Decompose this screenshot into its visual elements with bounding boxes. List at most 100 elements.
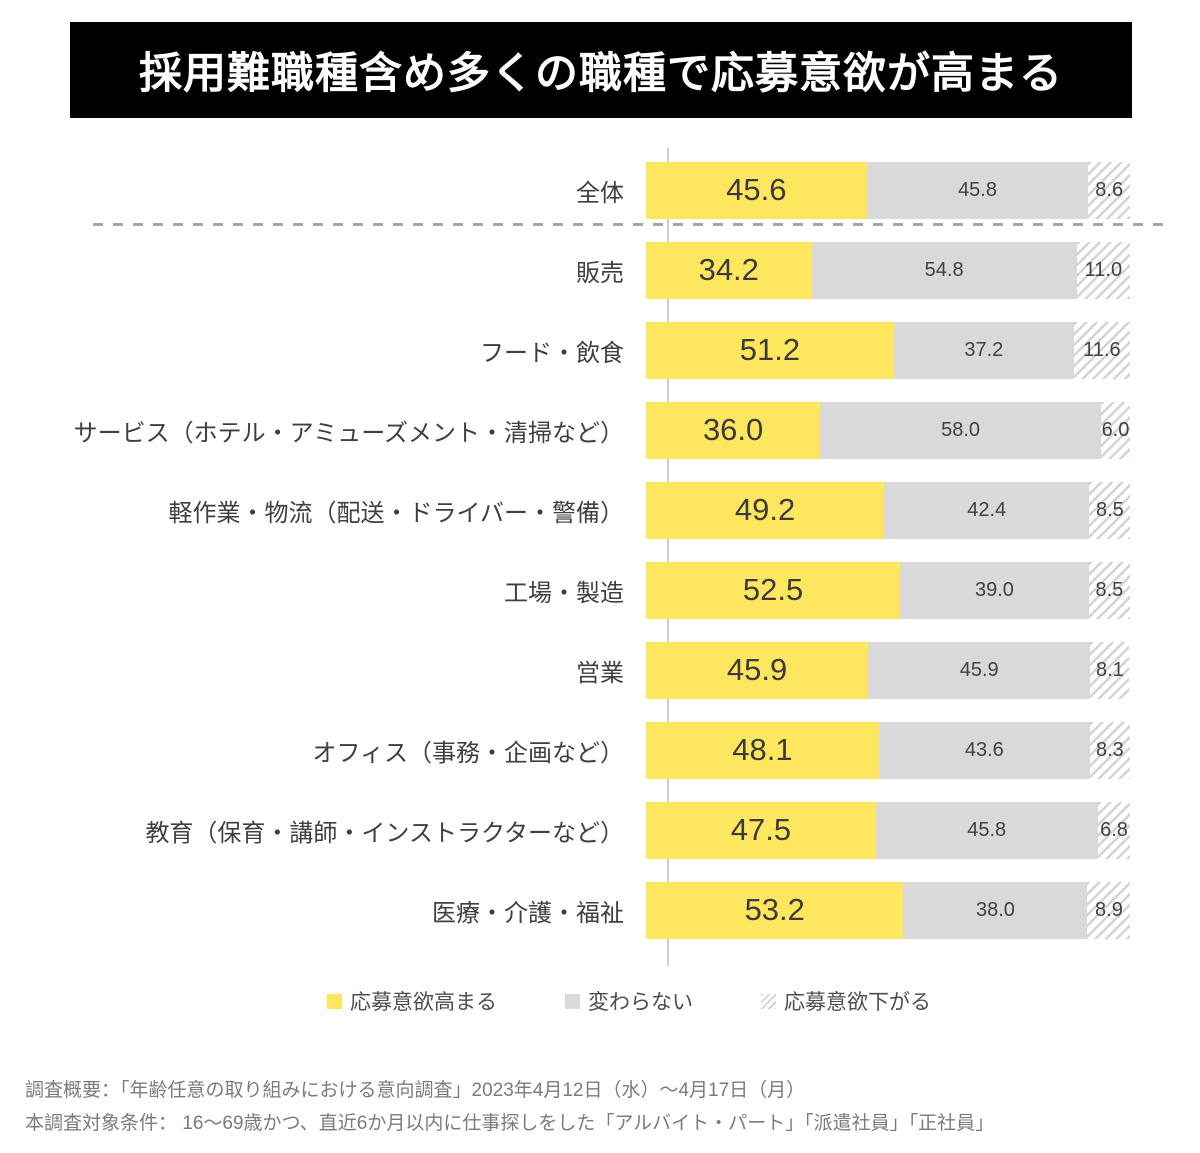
value-label: 48.1 [732, 732, 793, 767]
chart-legend: 応募意欲高まる 変わらない 応募意欲下がる [0, 986, 1200, 1016]
stacked-bar: 47.5 45.8 6.8 [646, 801, 1131, 859]
axis-baseline [667, 148, 669, 966]
bar-segment-increase: 52.5 [646, 561, 901, 619]
chart-row: オフィス（事務・企画など） 48.1 43.6 8.3 [0, 710, 1200, 790]
value-label: 42.4 [967, 498, 1007, 521]
value-label: 11.6 [1083, 338, 1121, 361]
value-label: 8.5 [1095, 578, 1124, 601]
bar-segment-decrease: 8.6 [1088, 161, 1130, 219]
stacked-bar: 36.0 58.0 6.0 [646, 401, 1130, 459]
survey-target-note: 本調査対象条件： 16〜69歳かつ、直近6か月以内に仕事探しをした「アルバイト・… [25, 1113, 995, 1134]
stacked-bar: 48.1 43.6 8.3 [646, 721, 1130, 779]
page-title: 採用難職種含め多くの職種で応募意欲が高まる [139, 50, 1063, 98]
value-label: 45.9 [726, 652, 788, 687]
bar-segment-increase: 48.1 [646, 721, 879, 779]
bar-segment-decrease: 8.5 [1089, 481, 1131, 539]
stacked-bar: 34.2 54.8 11.0 [646, 241, 1130, 299]
bar-segment-unchanged: 54.8 [811, 241, 1077, 299]
value-label: 11.0 [1084, 258, 1123, 281]
value-label: 37.2 [964, 338, 1004, 361]
value-label: 8.9 [1095, 898, 1123, 921]
legend-item: 応募意欲高まる [327, 986, 497, 1016]
bar-segment-increase: 36.0 [646, 401, 821, 459]
bar-segment-unchanged: 45.9 [868, 641, 1091, 699]
chart-row: 軽作業・物流（配送・ドライバー・警備） 49.2 42.4 8.5 [0, 470, 1200, 550]
value-label: 8.5 [1095, 498, 1124, 521]
category-label: 軽作業・物流（配送・ドライバー・警備） [168, 499, 624, 527]
bar-segment-decrease: 8.3 [1089, 721, 1130, 779]
value-label: 8.1 [1095, 658, 1124, 681]
bar-segment-decrease: 8.9 [1087, 881, 1131, 939]
chart-row: サービス（ホテル・アミューズメント・清掃など） 36.0 58.0 6.0 [0, 390, 1200, 470]
legend-swatch-increase-icon [327, 993, 342, 1009]
legend-item: 応募意欲下がる [761, 986, 931, 1016]
survey-footnotes: 調査概要：「年齢任意の取り組みにおける意向調査」2023年4月12日（水）〜4月… [25, 1074, 1185, 1140]
chart-row: 営業 45.9 45.9 8.1 [0, 630, 1200, 710]
stacked-bar: 45.9 45.9 8.1 [646, 641, 1130, 699]
chart-rows: 全体 45.6 45.8 8.6 販売 34.2 54.8 11.0 フード・飲食 51.2 37.… [0, 150, 1200, 950]
value-label: 54.8 [924, 258, 964, 281]
value-label: 47.5 [730, 812, 792, 847]
value-label: 6.8 [1100, 818, 1128, 841]
category-label: サービス（ホテル・アミューズメント・清掃など） [73, 419, 624, 447]
chart-row: 全体 45.6 45.8 8.6 [0, 150, 1200, 230]
value-label: 45.8 [958, 178, 997, 201]
bar-segment-decrease: 8.5 [1088, 561, 1130, 619]
bar-segment-decrease: 6.0 [1100, 401, 1130, 459]
stacked-bar: 51.2 37.2 11.6 [646, 321, 1130, 379]
category-label: 医療・介護・福祉 [432, 899, 624, 927]
category-label: 営業 [576, 659, 624, 687]
bar-segment-increase: 53.2 [646, 881, 904, 939]
value-label: 58.0 [941, 418, 981, 441]
bar-segment-increase: 51.2 [646, 321, 894, 379]
chart-row: 工場・製造 52.5 39.0 8.5 [0, 550, 1200, 630]
stacked-bar: 53.2 38.0 8.9 [646, 881, 1131, 939]
legend-label: 変わらない [588, 991, 693, 1014]
value-label: 34.2 [698, 252, 759, 287]
bar-segment-increase: 47.5 [646, 801, 876, 859]
value-label: 45.6 [726, 172, 787, 207]
overall-separator-dashed-line [93, 223, 1168, 226]
bar-segment-unchanged: 45.8 [875, 801, 1098, 859]
category-label: 教育（保育・講師・インストラクターなど） [145, 819, 624, 847]
category-label: 全体 [576, 179, 624, 207]
bar-segment-increase: 45.9 [646, 641, 869, 699]
bar-segment-increase: 49.2 [646, 481, 885, 539]
legend-label: 応募意欲高まる [350, 991, 497, 1014]
bar-segment-decrease: 8.1 [1090, 641, 1130, 699]
value-label: 43.6 [964, 738, 1004, 761]
value-label: 8.6 [1095, 178, 1124, 201]
value-label: 36.0 [702, 412, 764, 447]
chart-row: 教育（保育・講師・インストラクターなど） 47.5 45.8 6.8 [0, 790, 1200, 870]
value-label: 45.9 [959, 658, 999, 681]
category-label: オフィス（事務・企画など） [312, 739, 624, 767]
bar-segment-increase: 45.6 [646, 161, 867, 219]
bar-segment-unchanged: 38.0 [903, 881, 1088, 939]
value-label: 52.5 [742, 572, 804, 607]
stacked-bar-chart: 全体 45.6 45.8 8.6 販売 34.2 54.8 11.0 フード・飲食 51.2 37.… [0, 150, 1200, 950]
bar-segment-unchanged: 45.8 [866, 161, 1089, 219]
legend-swatch-decrease-icon [761, 993, 776, 1009]
value-label: 49.2 [734, 492, 796, 527]
chart-row: フード・飲食 51.2 37.2 11.6 [0, 310, 1200, 390]
legend-swatch-unchanged-icon [565, 993, 580, 1009]
value-label: 45.8 [967, 818, 1007, 841]
legend-label: 応募意欲下がる [784, 991, 931, 1014]
value-label: 38.0 [975, 898, 1015, 921]
bar-segment-decrease: 6.8 [1097, 801, 1131, 859]
stacked-bar: 49.2 42.4 8.5 [646, 481, 1131, 539]
stacked-bar: 52.5 39.0 8.5 [646, 561, 1130, 619]
survey-overview-note: 調査概要：「年齢任意の取り組みにおける意向調査」2023年4月12日（水）〜4月… [25, 1080, 806, 1101]
value-label: 6.0 [1101, 418, 1130, 441]
value-label: 39.0 [975, 578, 1014, 601]
chart-row: 医療・介護・福祉 53.2 38.0 8.9 [0, 870, 1200, 950]
bar-segment-unchanged: 37.2 [893, 321, 1074, 379]
legend-item: 変わらない [565, 986, 693, 1016]
title-banner: 採用難職種含め多くの職種で応募意欲が高まる [70, 22, 1132, 118]
value-label: 51.2 [739, 332, 801, 367]
category-label: フード・飲食 [480, 339, 624, 367]
bar-segment-increase: 34.2 [646, 241, 812, 299]
value-label: 8.3 [1095, 738, 1124, 761]
chart-row: 販売 34.2 54.8 11.0 [0, 230, 1200, 310]
